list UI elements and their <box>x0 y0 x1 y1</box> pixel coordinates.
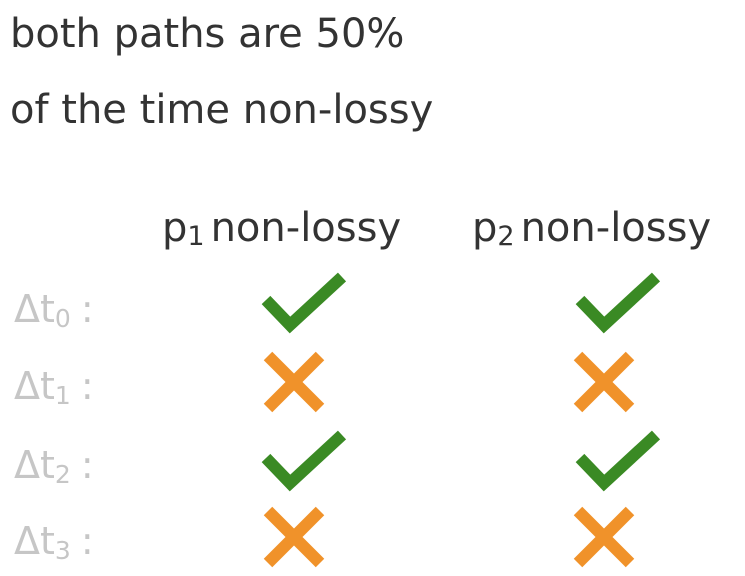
column-header-p2: p2 non-lossy <box>472 205 712 251</box>
row-label-t3: Δt3: <box>14 519 94 563</box>
row-label-t0: Δt0: <box>14 287 94 331</box>
row-label-subscript: 3 <box>54 536 71 565</box>
check-icon <box>575 430 661 492</box>
column-header-prefix: p <box>162 205 188 251</box>
row-label-colon: : <box>80 443 94 487</box>
heading-line-1: both paths are 50% <box>10 11 405 57</box>
row-label-subscript: 1 <box>54 381 71 410</box>
cross-icon-stroke <box>263 351 325 413</box>
cross-icon-stroke <box>263 506 325 568</box>
row-label-prefix: Δt <box>14 364 55 408</box>
status-mark-t2-p1-check-icon <box>261 430 347 492</box>
check-icon <box>261 272 347 334</box>
column-header-subscript: 1 <box>187 221 205 252</box>
row-label-subscript: 0 <box>54 304 71 333</box>
status-mark-t1-p2-cross-icon <box>573 351 635 413</box>
check-icon <box>575 272 661 334</box>
check-icon <box>261 430 347 492</box>
row-label-colon: : <box>80 287 94 331</box>
status-mark-t1-p1-cross-icon <box>263 351 325 413</box>
cross-icon-stroke <box>573 351 635 413</box>
row-label-colon: : <box>80 519 94 563</box>
row-label-t1: Δt1: <box>14 364 94 408</box>
column-header-label: non-lossy <box>520 205 712 251</box>
row-label-colon: : <box>80 364 94 408</box>
row-label-prefix: Δt <box>14 443 55 487</box>
status-mark-t2-p2-check-icon <box>575 430 661 492</box>
column-header-prefix: p <box>472 205 498 251</box>
row-label-t2: Δt2: <box>14 443 94 487</box>
status-mark-t0-p2-check-icon <box>575 272 661 334</box>
row-label-subscript: 2 <box>54 460 71 489</box>
status-mark-t3-p1-cross-icon <box>263 506 325 568</box>
row-label-prefix: Δt <box>14 287 55 331</box>
column-header-label: non-lossy <box>210 205 402 251</box>
cross-icon-stroke <box>573 506 635 568</box>
status-mark-t0-p1-check-icon <box>261 272 347 334</box>
column-header-subscript: 2 <box>497 221 515 252</box>
row-label-prefix: Δt <box>14 519 55 563</box>
column-header-p1: p1 non-lossy <box>162 205 402 251</box>
heading-line-2: of the time non-lossy <box>10 87 434 133</box>
status-mark-t3-p2-cross-icon <box>573 506 635 568</box>
